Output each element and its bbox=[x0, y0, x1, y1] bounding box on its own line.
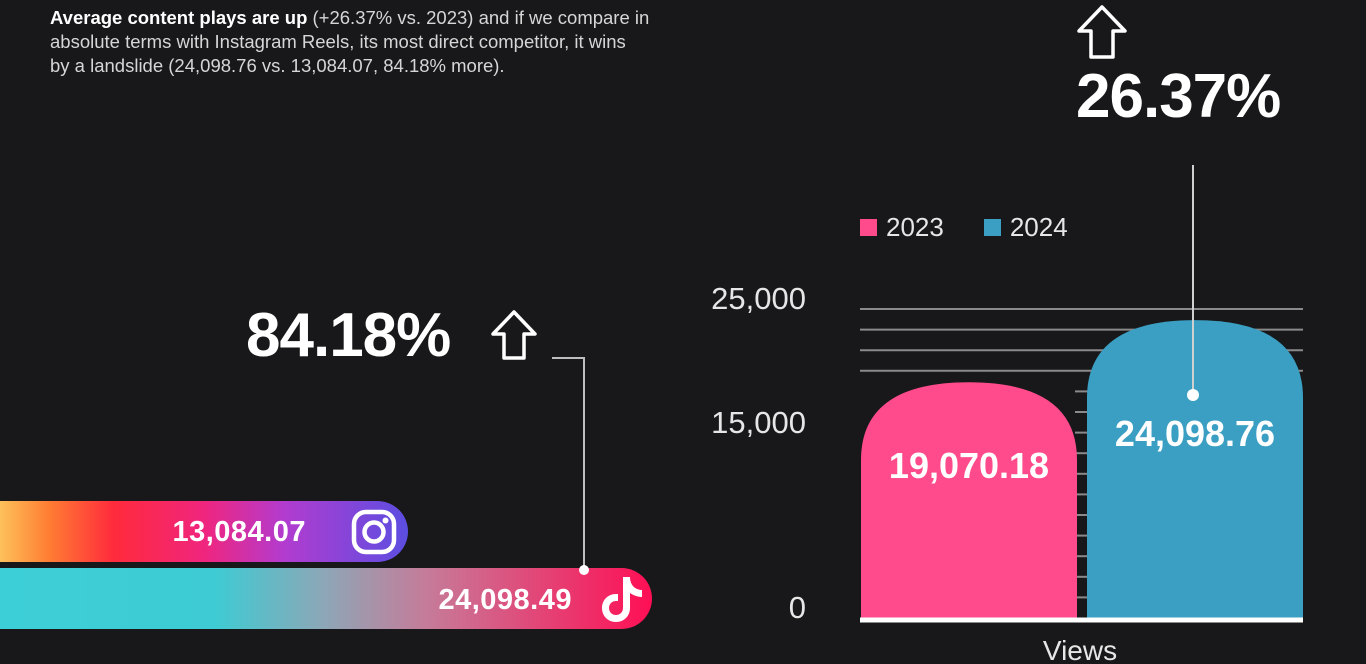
y-tick-label: 0 bbox=[788, 590, 806, 625]
y-tick-label: 15,000 bbox=[711, 404, 806, 440]
tiktok-icon bbox=[602, 577, 642, 622]
tiktok-bar: 24,098.49 bbox=[0, 568, 652, 629]
bar-2024 bbox=[1087, 320, 1303, 618]
tiktok-value: 24,098.49 bbox=[438, 584, 572, 616]
bar-2023 bbox=[861, 382, 1077, 618]
x-axis-label: Views bbox=[1043, 635, 1117, 664]
intro-bold: Average content plays are up bbox=[50, 7, 308, 28]
legend-label-2023: 2023 bbox=[886, 212, 944, 242]
intro-text: Average content plays are up (+26.37% vs… bbox=[50, 6, 650, 78]
legend-item-2023: 2023 bbox=[860, 212, 944, 243]
legend: 2023 2024 bbox=[860, 212, 1068, 243]
bar-value-label-2023: 19,070.18 bbox=[889, 445, 1049, 486]
instagram-bar: 13,084.07 bbox=[0, 501, 408, 562]
bar-value-label-2024: 24,098.76 bbox=[1115, 413, 1275, 454]
instagram-value: 13,084.07 bbox=[172, 516, 306, 548]
legend-item-2024: 2024 bbox=[983, 212, 1068, 243]
legend-swatch-2024 bbox=[983, 219, 1001, 236]
up-arrow-icon bbox=[1077, 5, 1127, 59]
intro-rest: (+26.37% vs. 2023) and if we compare in … bbox=[50, 7, 650, 76]
instagram-icon bbox=[351, 509, 397, 555]
y-tick-label: 25,000 bbox=[711, 281, 806, 316]
instagram-vs-tiktok-pct: 84.18% bbox=[246, 301, 451, 370]
connector-dot bbox=[1187, 389, 1199, 401]
legend-label-2024: 2024 bbox=[1009, 212, 1068, 242]
year-over-year-pct: 26.37% bbox=[1076, 62, 1281, 131]
legend-swatch-2023 bbox=[860, 219, 877, 236]
up-arrow-icon bbox=[491, 310, 537, 360]
